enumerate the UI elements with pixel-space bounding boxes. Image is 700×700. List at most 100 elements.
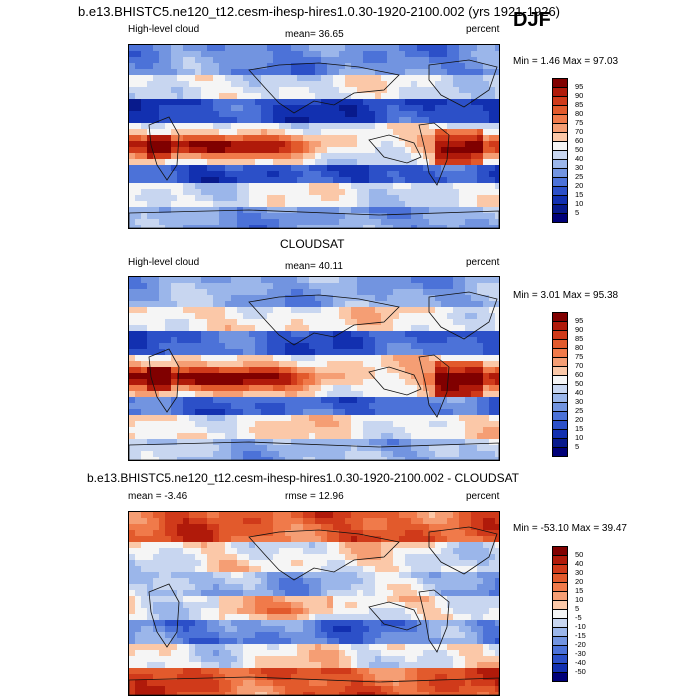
heatmap-cell <box>435 189 442 196</box>
heatmap-cell <box>189 433 196 440</box>
heatmap-cell <box>381 111 388 118</box>
heatmap-cell <box>447 530 454 537</box>
heatmap-cell <box>303 584 310 591</box>
heatmap-cell <box>381 445 388 452</box>
heatmap-cell <box>423 201 430 208</box>
heatmap-cell <box>297 566 304 573</box>
heatmap-cell <box>237 542 244 549</box>
heatmap-cell <box>225 165 232 172</box>
heatmap-cell <box>447 141 454 148</box>
heatmap-cell <box>489 560 496 567</box>
heatmap-cell <box>273 421 280 428</box>
heatmap-cell <box>471 159 478 166</box>
heatmap-cell <box>195 219 202 226</box>
heatmap-cell <box>309 177 316 184</box>
heatmap-cell <box>441 87 448 94</box>
heatmap-cell <box>303 548 310 555</box>
heatmap-cell <box>171 63 178 70</box>
colorbar-tick-label: 5 <box>575 442 580 451</box>
heatmap-cell <box>303 596 310 603</box>
heatmap-cell <box>273 319 280 326</box>
heatmap-cell <box>249 361 256 368</box>
heatmap-cell <box>291 159 298 166</box>
heatmap-cell <box>339 141 346 148</box>
heatmap-cell <box>411 123 418 130</box>
panel2-minmax: Min = 3.01 Max = 95.38 <box>513 290 619 301</box>
heatmap-cell <box>165 63 172 70</box>
heatmap-cell <box>261 277 268 284</box>
heatmap-cell <box>177 361 184 368</box>
heatmap-cell <box>441 207 448 214</box>
heatmap-cell <box>369 177 376 184</box>
heatmap-cell <box>303 171 310 178</box>
heatmap-cell <box>237 590 244 597</box>
heatmap-cell <box>327 397 334 404</box>
heatmap-cell <box>201 325 208 332</box>
heatmap-cell <box>435 201 442 208</box>
heatmap-cell <box>429 367 436 374</box>
heatmap-cell <box>363 117 370 124</box>
heatmap-cell <box>345 554 352 561</box>
heatmap-cell <box>459 433 466 440</box>
heatmap-cell <box>417 409 424 416</box>
heatmap-cell <box>489 165 496 172</box>
heatmap-cell <box>381 560 388 567</box>
heatmap-cell <box>339 560 346 567</box>
heatmap-cell <box>177 554 184 561</box>
heatmap-cell <box>357 512 364 519</box>
heatmap-cell <box>171 153 178 160</box>
heatmap-cell <box>177 159 184 166</box>
heatmap-cell <box>495 295 499 302</box>
heatmap-cell <box>471 69 478 76</box>
heatmap-cell <box>477 289 484 296</box>
heatmap-cell <box>369 165 376 172</box>
heatmap-cell <box>345 153 352 160</box>
heatmap-cell <box>189 177 196 184</box>
heatmap-cell <box>249 548 256 555</box>
heatmap-cell <box>327 427 334 434</box>
heatmap-cell <box>165 69 172 76</box>
heatmap-cell <box>393 391 400 398</box>
heatmap-cell <box>165 117 172 124</box>
heatmap-cell <box>273 566 280 573</box>
heatmap-cell <box>447 93 454 100</box>
heatmap-cell <box>405 225 412 228</box>
heatmap-cell <box>273 590 280 597</box>
heatmap-cell <box>351 445 358 452</box>
heatmap-cell <box>303 403 310 410</box>
heatmap-cell <box>303 159 310 166</box>
heatmap-cell <box>303 129 310 136</box>
heatmap-cell <box>393 355 400 362</box>
heatmap-cell <box>315 542 322 549</box>
heatmap-cell <box>177 135 184 142</box>
heatmap-cell <box>429 349 436 356</box>
heatmap-cell <box>309 590 316 597</box>
heatmap-cell <box>417 81 424 88</box>
heatmap-cell <box>231 518 238 525</box>
heatmap-cell <box>321 518 328 525</box>
heatmap-cell <box>231 283 238 290</box>
heatmap-cell <box>453 524 460 531</box>
heatmap-cell <box>267 457 274 460</box>
heatmap-cell <box>303 63 310 70</box>
heatmap-cell <box>357 69 364 76</box>
heatmap-cell <box>315 63 322 70</box>
heatmap-cell <box>423 87 430 94</box>
heatmap-cell <box>207 147 214 154</box>
heatmap-cell <box>471 451 478 458</box>
heatmap-cell <box>285 141 292 148</box>
heatmap-cell <box>411 111 418 118</box>
heatmap-cell <box>333 81 340 88</box>
heatmap-cell <box>357 560 364 567</box>
heatmap-cell <box>207 427 214 434</box>
heatmap-cell <box>381 524 388 531</box>
heatmap-cell <box>477 141 484 148</box>
heatmap-cell <box>495 93 499 100</box>
heatmap-cell <box>255 584 262 591</box>
heatmap-cell <box>189 518 196 525</box>
heatmap-cell <box>483 548 490 555</box>
heatmap-cell <box>369 117 376 124</box>
heatmap-cell <box>363 331 370 338</box>
heatmap-cell <box>183 213 190 220</box>
heatmap-cell <box>435 319 442 326</box>
